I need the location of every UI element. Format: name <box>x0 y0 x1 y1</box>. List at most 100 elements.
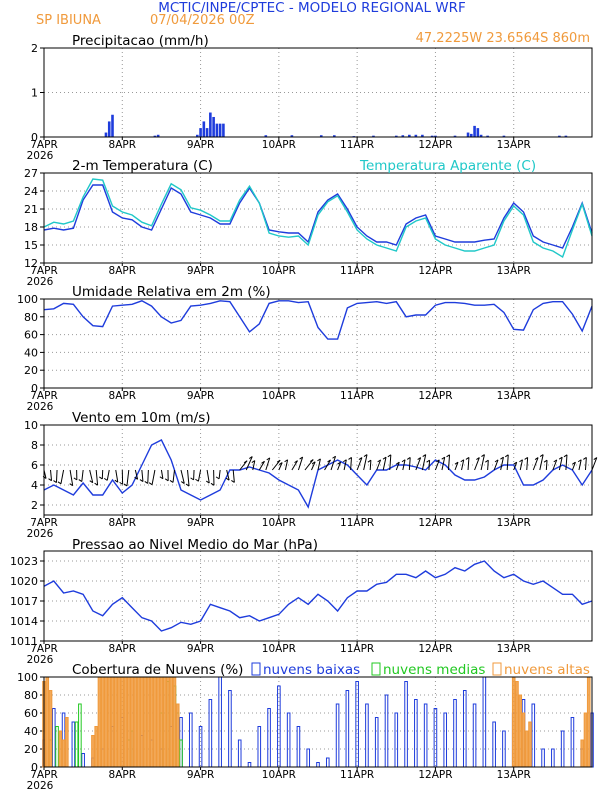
temp-ytick-label: 21 <box>24 203 38 216</box>
precip-bar <box>466 132 470 137</box>
clouds-bar-blue <box>188 712 193 768</box>
clouds-bar-blue <box>531 703 536 768</box>
clouds-bar-orange <box>100 676 105 768</box>
clouds-bar-blue <box>384 694 389 768</box>
clouds-bar-orange <box>146 676 151 768</box>
wind-barb-tick <box>181 481 185 484</box>
legend-high-label: nuvens altas <box>504 662 590 678</box>
clouds-bar-blue <box>267 708 271 768</box>
wind-barb-tick <box>99 476 103 480</box>
wind-barb-tick <box>454 461 459 465</box>
wind-barb <box>363 454 368 471</box>
temp-ytick-label: 18 <box>24 221 38 234</box>
clouds-bar-orange <box>162 676 167 768</box>
wind-barb <box>141 469 144 482</box>
wind-xtick-label: 7APR <box>30 517 58 529</box>
wind-barb-tick <box>119 481 123 485</box>
wind-barb-tick <box>114 479 119 483</box>
temp-ytick-label: 24 <box>24 185 38 198</box>
wind-barb <box>252 460 256 471</box>
wind-barb <box>151 469 156 485</box>
rh-xtick-label: 10APR <box>262 390 296 402</box>
wind-barb-tick <box>309 459 314 463</box>
precip-ytick-label: 1 <box>31 87 38 100</box>
clouds-bar-orange <box>48 690 53 768</box>
rh-ytick-label: 40 <box>24 346 38 359</box>
wind-barb-tick <box>332 455 336 459</box>
wind-barb-tick <box>504 454 509 458</box>
wind-barb-tick <box>57 481 62 485</box>
wind-barb <box>356 457 363 471</box>
clouds-bar-blue <box>551 748 555 768</box>
wind-barb <box>376 459 382 471</box>
rh-ytick-label: 20 <box>24 364 38 377</box>
temp-year-label: 2026 <box>27 276 54 288</box>
clouds-bar-blue <box>296 726 301 768</box>
wind-barb <box>441 457 446 471</box>
clouds-xtick-label: 9APR <box>187 769 215 781</box>
precip-xtick-label: 8APR <box>109 139 137 151</box>
wind-barb <box>513 462 518 471</box>
clouds-bar-blue <box>570 717 575 768</box>
wind-barb <box>265 457 271 471</box>
wind-barb-tick <box>53 480 57 483</box>
clouds-bar-orange <box>159 676 164 768</box>
wind-barb-tick <box>78 479 83 482</box>
wind-barb <box>487 460 489 471</box>
wind-barb-tick <box>583 457 587 460</box>
wind-barb <box>258 461 265 471</box>
wind-xtick-label: 13APR <box>497 517 531 529</box>
precip-xtick-label: 11APR <box>340 139 374 151</box>
clouds-bar-blue <box>325 757 330 768</box>
wind-barb-tick <box>417 457 421 460</box>
wind-barb <box>330 456 336 471</box>
precip-bar <box>430 135 434 137</box>
clouds-bar-orange <box>172 676 177 768</box>
clouds-bar-orange <box>104 676 108 768</box>
wind-barb <box>324 459 331 471</box>
precip-bar <box>107 121 111 137</box>
clouds-ytick-label: 100 <box>17 671 38 684</box>
wind-barb-tick <box>441 456 446 460</box>
clouds-bar-blue <box>453 699 457 768</box>
wind-barb-tick <box>195 478 199 482</box>
clouds-xtick-label: 8APR <box>109 769 137 781</box>
rh-ytick-label: 100 <box>17 293 38 306</box>
clouds-bar-blue <box>365 703 369 768</box>
wind-barb <box>578 459 582 471</box>
clouds-bar-orange <box>113 676 118 768</box>
wind-barb-tick <box>343 459 347 463</box>
clouds-bar-blue <box>462 690 467 768</box>
press-ytick-label: 1014 <box>10 615 38 628</box>
wind-barb <box>206 469 210 484</box>
clouds-bar-orange <box>123 676 128 768</box>
temp-xtick-label: 10APR <box>262 265 296 277</box>
wind-barb-tick <box>377 459 381 463</box>
rh-xtick-label: 13APR <box>497 390 531 402</box>
precip-bar <box>401 135 405 137</box>
clouds-bar-green <box>74 721 79 768</box>
wind-barb-tick <box>190 477 194 481</box>
wind-barb <box>239 460 248 471</box>
wind-ytick-label: 10 <box>24 419 38 432</box>
wind-barb-tick <box>577 459 582 463</box>
wind-barb <box>389 454 392 471</box>
wind-barb <box>337 462 342 471</box>
precip-title: Precipitacao (mm/h) <box>72 33 209 49</box>
wind-barb <box>539 454 544 471</box>
rh-xtick-label: 8APR <box>109 390 137 402</box>
wind-xtick-label: 9APR <box>187 517 215 529</box>
precip-bar <box>421 134 424 137</box>
wind-ytick-label: 4 <box>31 479 38 492</box>
wind-barb <box>180 469 185 484</box>
wind-barb-tick <box>494 459 499 463</box>
wind-barb-tick <box>164 478 169 482</box>
press-xtick-label: 9APR <box>187 643 215 655</box>
wind-ytick-label: 8 <box>31 439 38 452</box>
clouds-bar-blue <box>247 762 252 768</box>
wind-barb <box>500 457 504 471</box>
wind-barb <box>278 462 283 471</box>
press-xtick-label: 10APR <box>262 643 296 655</box>
wind-barb <box>545 460 548 471</box>
wind-barb <box>106 469 110 481</box>
